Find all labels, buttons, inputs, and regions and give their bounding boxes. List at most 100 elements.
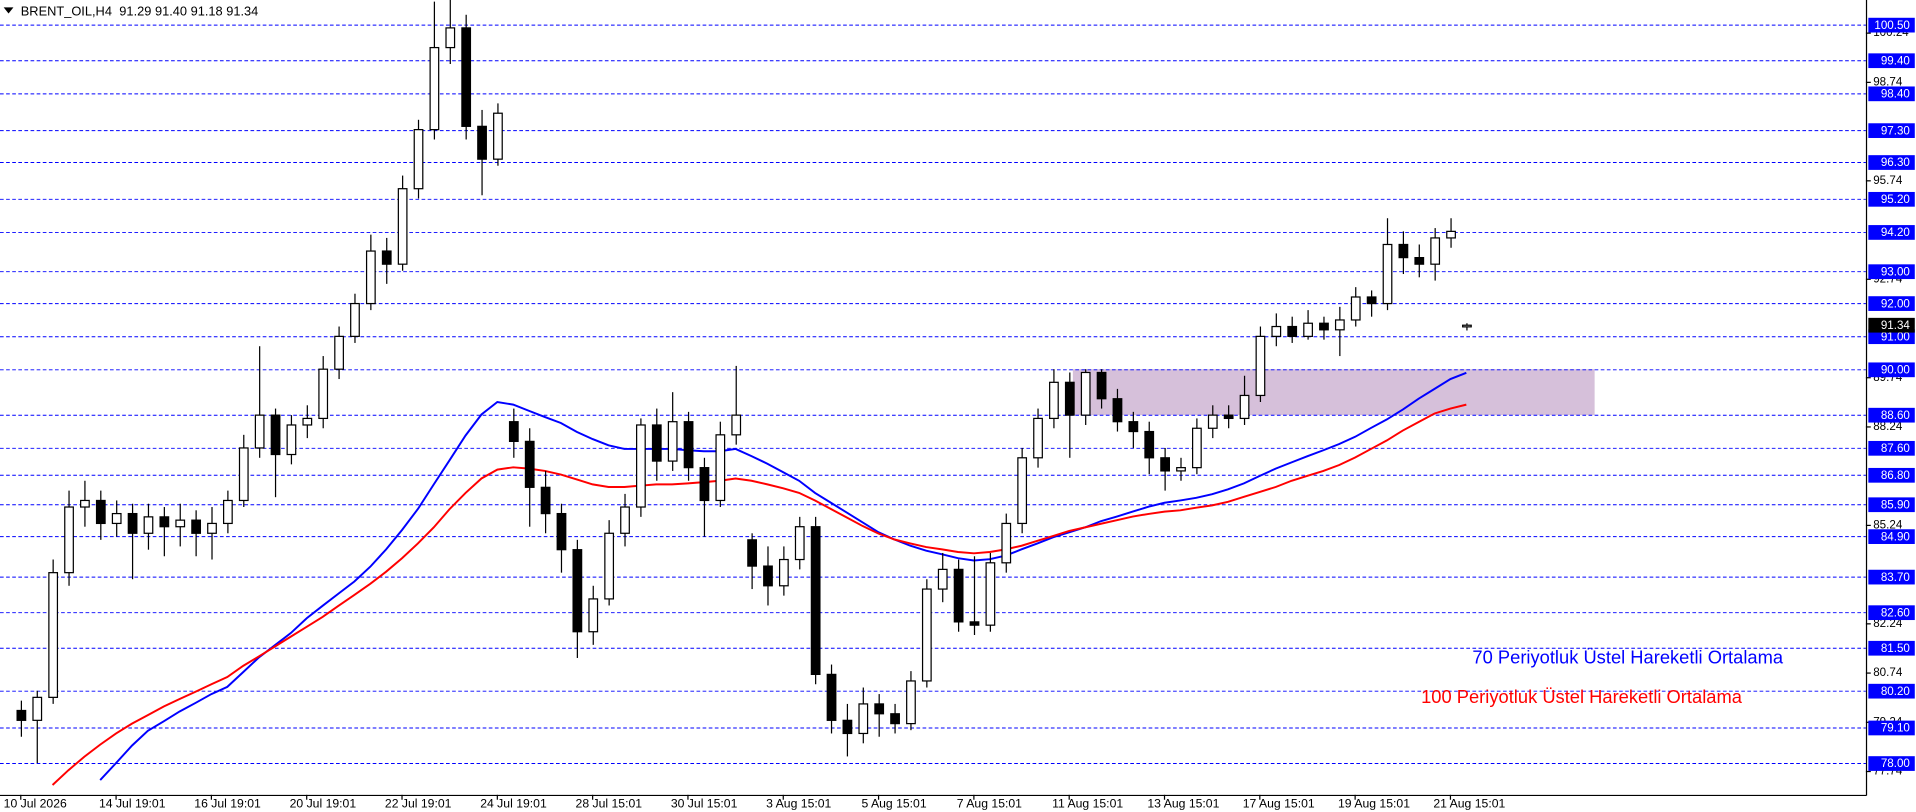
candle-body — [763, 565, 773, 587]
candle-body — [921, 588, 932, 682]
candle-body — [1350, 296, 1361, 321]
level-label-box — [1868, 329, 1915, 345]
chart-header: BRENT_OIL,H4 91.29 91.40 91.18 91.34 — [21, 4, 259, 19]
x-tick-label: 22 Jul 19:01 — [385, 796, 452, 810]
candle-body — [1446, 230, 1456, 239]
candle-body — [1382, 243, 1393, 305]
level-label: 91.00 — [1881, 330, 1911, 343]
candle-body — [540, 486, 551, 515]
level-label-box — [1868, 264, 1915, 280]
candle-body — [350, 302, 360, 337]
level-label: 85.90 — [1881, 498, 1911, 511]
x-tick-label: 30 Jul 15:01 — [671, 796, 738, 810]
candle-body — [731, 414, 742, 436]
candle-body — [1049, 381, 1059, 420]
candle-body — [651, 424, 662, 462]
candle-body — [381, 250, 392, 265]
level-label-box — [1868, 497, 1915, 513]
x-tick-label: 14 Jul 19:01 — [99, 796, 166, 810]
candle-body — [270, 414, 281, 456]
candle-body — [890, 713, 900, 725]
level-label-box — [1868, 683, 1915, 699]
header-icon — [3, 7, 14, 14]
level-label: 80.20 — [1881, 685, 1911, 698]
candle-body — [95, 499, 106, 525]
candle-body — [1319, 322, 1329, 331]
level-label-box — [1868, 407, 1915, 423]
candle-body — [1192, 427, 1202, 469]
candle-body — [207, 522, 217, 534]
candle-body — [48, 572, 59, 698]
candle-body — [1207, 414, 1218, 429]
level-label: 94.20 — [1881, 226, 1911, 239]
level-label: 96.30 — [1881, 156, 1911, 169]
x-tick-label: 17 Aug 15:01 — [1243, 796, 1315, 810]
candle-body — [16, 709, 27, 721]
y-tick-label: 85.24 — [1873, 518, 1903, 531]
level-label: 81.50 — [1881, 642, 1911, 655]
ma-layer — [51, 371, 1467, 786]
legend-label: 100 Periyotluk Üstel Hareketli Ortalama — [1421, 686, 1743, 707]
candle-body — [445, 27, 456, 49]
candle-body — [175, 519, 186, 528]
candle-body — [937, 568, 948, 590]
candle-body — [906, 680, 916, 725]
candle-body — [318, 368, 329, 420]
candle-body — [985, 562, 996, 626]
level-label-box — [1868, 605, 1915, 621]
y-tick-label: 95.74 — [1873, 174, 1903, 187]
candle-body — [429, 46, 440, 131]
price-zone — [1072, 369, 1595, 416]
candle-body — [238, 447, 249, 502]
level-label: 92.00 — [1881, 297, 1911, 310]
candle-body — [1334, 319, 1345, 331]
level-label: 90.00 — [1881, 363, 1911, 376]
candle-body — [1144, 430, 1155, 459]
x-tick-label: 3 Aug 15:01 — [766, 796, 831, 810]
candle-body — [1239, 394, 1250, 420]
candle-body — [620, 506, 630, 534]
candle-body — [1096, 371, 1107, 400]
level-label: 84.90 — [1881, 530, 1911, 543]
level-label-box — [1868, 569, 1915, 585]
candle-layer — [16, 0, 1472, 763]
candle-body — [572, 549, 583, 633]
level-label: 97.30 — [1881, 124, 1911, 137]
candle-body — [1462, 324, 1472, 328]
candle-body — [667, 421, 678, 462]
level-label-box — [1868, 17, 1915, 33]
candle-body — [286, 424, 297, 456]
level-label: 93.00 — [1881, 265, 1911, 278]
candle-body — [1080, 371, 1091, 416]
y-tick-label: 98.74 — [1873, 75, 1903, 88]
candle-body — [1017, 457, 1028, 525]
x-tick-label: 28 Jul 15:01 — [576, 796, 643, 810]
candle-body — [223, 499, 233, 525]
level-label-box — [1868, 362, 1915, 378]
candle-body — [254, 414, 265, 449]
x-tick-label: 24 Jul 19:01 — [480, 796, 547, 810]
level-label: 86.80 — [1881, 469, 1911, 482]
level-label: 83.70 — [1881, 571, 1911, 584]
zone-layer — [1072, 369, 1595, 416]
level-label-box — [1868, 640, 1915, 656]
level-label-box — [1868, 123, 1915, 138]
last-price-box — [1868, 317, 1915, 333]
y-tick-label: 88.24 — [1873, 420, 1903, 433]
candle-body — [1160, 457, 1171, 472]
candle-body — [1414, 257, 1425, 265]
level-label-box — [1868, 529, 1915, 544]
level-label-box — [1868, 467, 1915, 483]
x-tick-label: 5 Aug 15:01 — [861, 796, 926, 810]
level-label-box — [1868, 440, 1915, 456]
candle-body — [127, 512, 138, 534]
level-label-box — [1868, 720, 1915, 736]
x-tick-label: 10 Jul 2026 — [4, 796, 67, 810]
candle-body — [842, 719, 853, 735]
candle-body — [143, 516, 154, 534]
level-label-box — [1868, 296, 1915, 311]
ma-line — [99, 371, 1467, 781]
level-label-box — [1868, 86, 1915, 102]
level-label-box — [1868, 191, 1915, 207]
